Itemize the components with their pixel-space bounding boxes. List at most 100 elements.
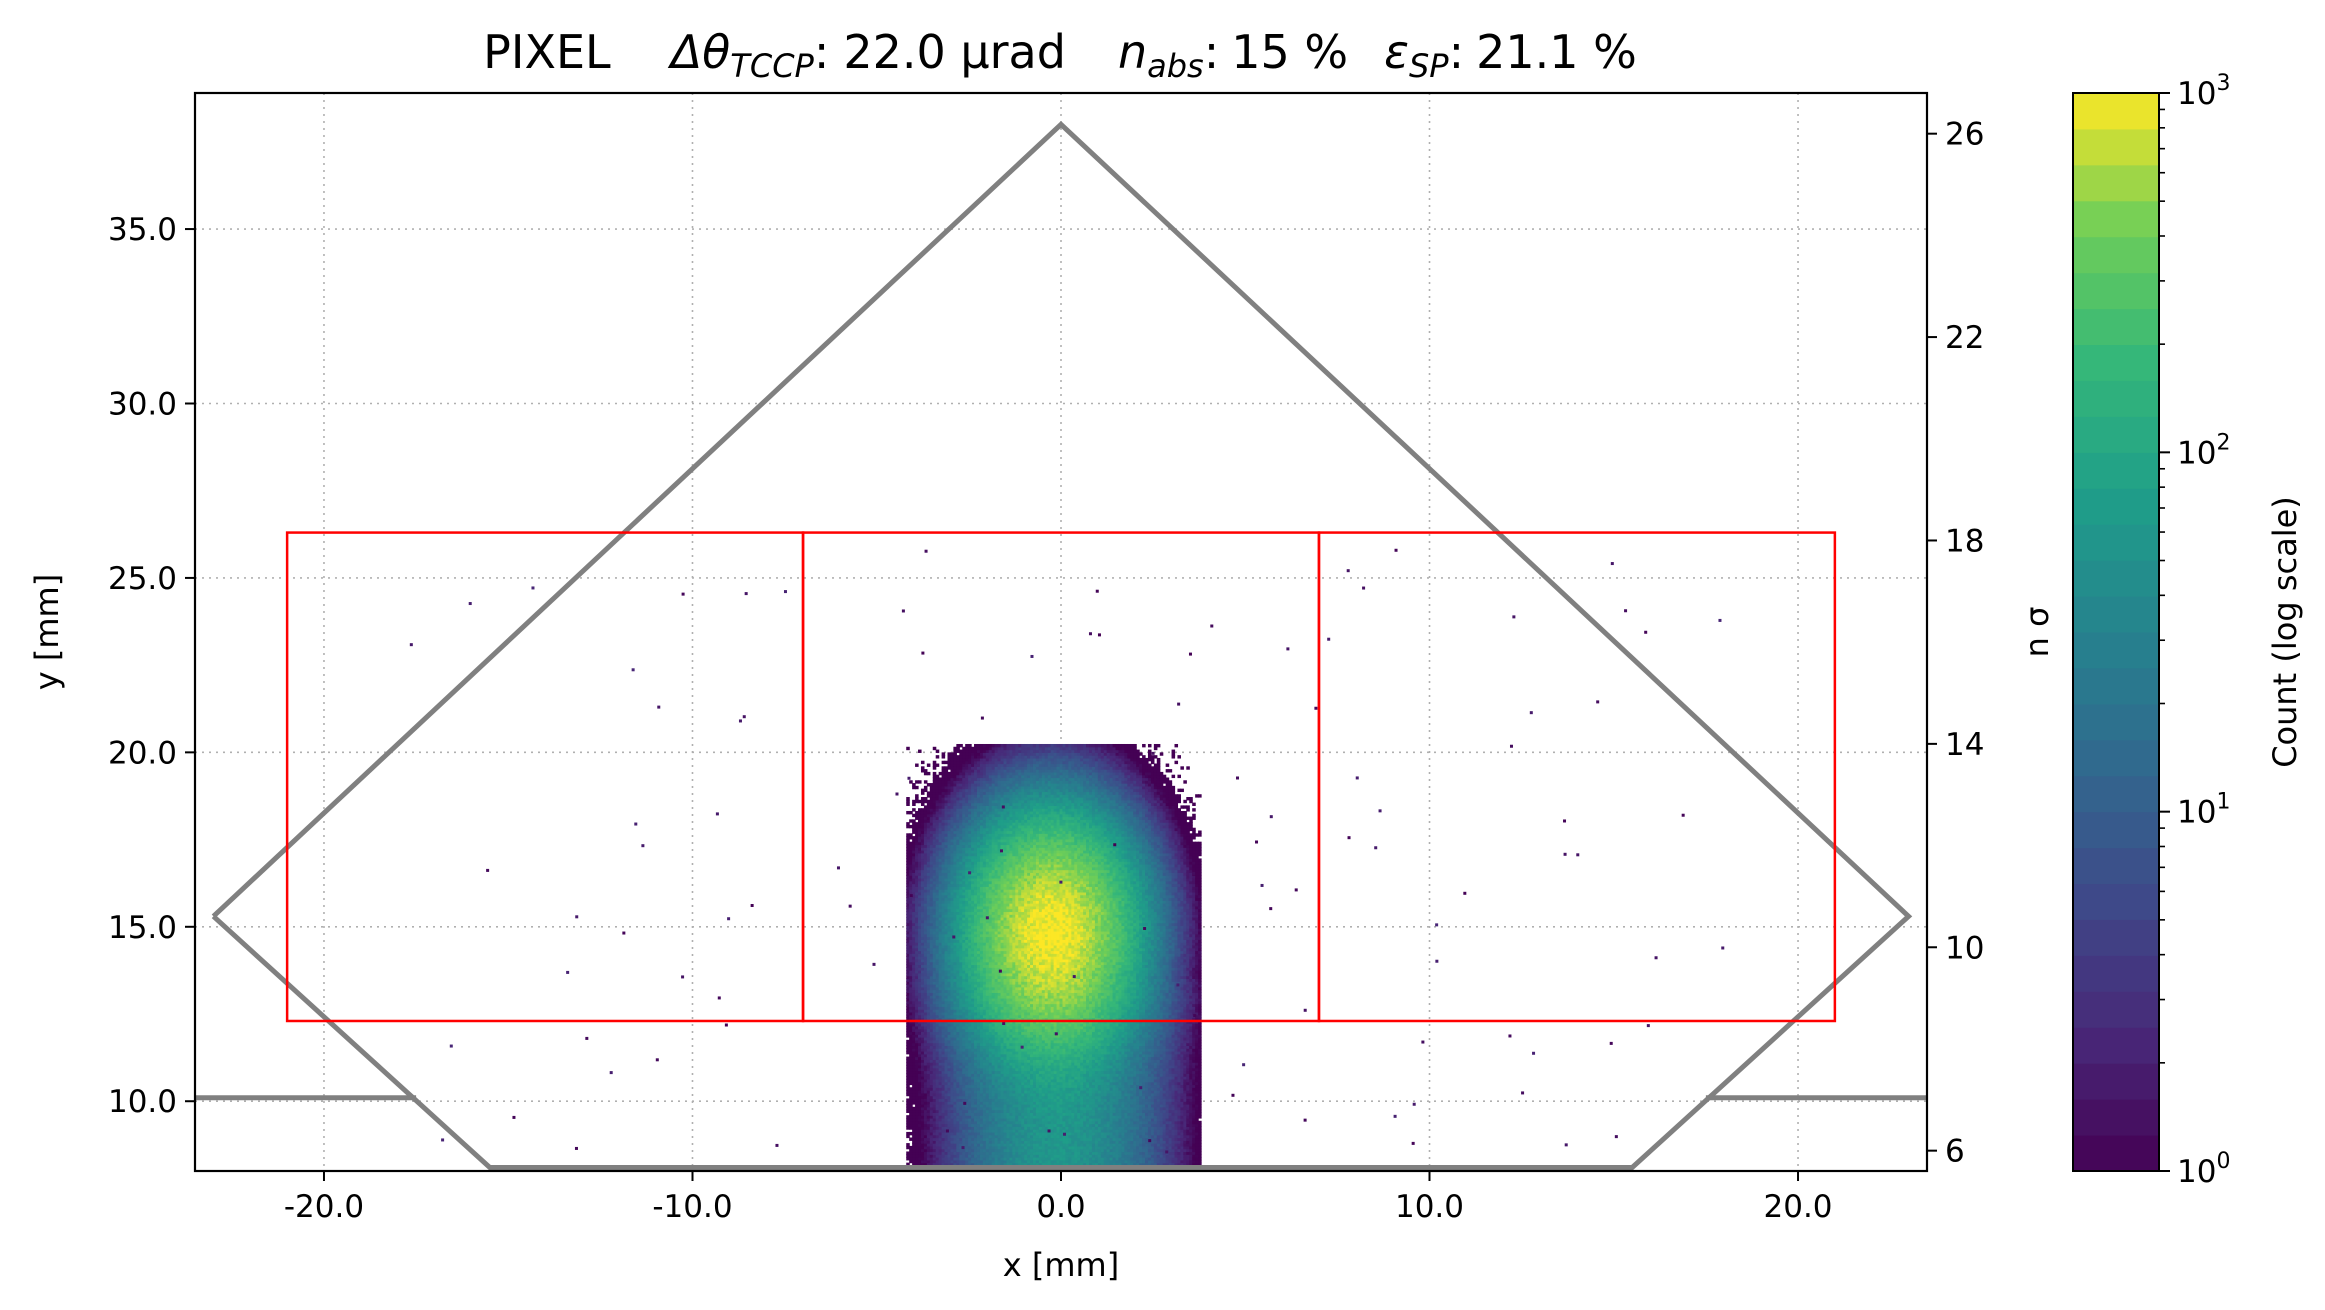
heatmap-cell [912,936,916,940]
heatmap-cell [923,858,928,862]
heatmap-cell [982,1145,987,1150]
heatmap-cell [956,743,960,748]
heatmap-cell [974,883,978,887]
heatmap-cell [985,1162,990,1167]
heatmap-cell [988,981,993,985]
heatmap-cell [982,1092,987,1097]
heatmap-cell [997,866,1002,871]
heatmap-cell [976,900,981,904]
heatmap-cell [979,833,984,837]
heatmap-cell [944,889,949,893]
heatmap-cell [971,995,975,999]
heatmap-cell [1000,836,1005,840]
heatmap-cell [979,905,984,910]
heatmap-cell [909,919,913,924]
heatmap-cell [982,774,987,779]
heatmap-cell [997,1140,1002,1144]
heatmap-cell [979,808,984,812]
heatmap-cell [938,914,943,918]
heatmap-cell [918,1078,922,1083]
heatmap-cell [923,833,928,837]
heatmap-cell [956,922,960,926]
heatmap-cell [950,1092,954,1097]
heatmap-cell [974,1045,978,1049]
heatmap-cell [974,944,978,949]
heatmap-cell [1003,986,1008,991]
heatmap-cell [976,1109,981,1113]
heatmap-cell [994,797,999,801]
heatmap-cell [935,903,940,907]
heatmap-cell [941,922,946,926]
heatmap-cell [929,1090,934,1094]
heatmap-cell [909,917,913,921]
heatmap-cell [974,1115,978,1119]
heatmap-cell [962,1112,966,1116]
heatmap-cell [938,886,943,890]
heatmap-cell [912,911,916,915]
heatmap-cell [950,1028,954,1033]
heatmap-cell [968,1064,972,1069]
heatmap-cell [912,1031,916,1035]
heatmap-cell [994,1017,999,1021]
heatmap-cell [959,1067,963,1072]
heatmap-cell [944,1120,949,1125]
heatmap-cell [938,861,943,865]
heatmap-cell [953,1090,957,1094]
heatmap-cell [985,805,990,809]
heatmap-cell [965,838,969,843]
heatmap-cell [988,1123,993,1127]
heatmap-cell [956,914,960,918]
heatmap-cell [965,799,969,804]
heatmap-cell [926,1120,931,1125]
heatmap-cell [950,967,954,971]
heatmap-cell [953,1123,957,1127]
heatmap-cell [974,992,978,996]
heatmap-cell [938,836,943,840]
heatmap-cell [912,799,916,804]
heatmap-cell [915,1148,919,1153]
heatmap-cell [938,838,943,843]
heatmap-cell [968,967,972,971]
heatmap-cell [997,900,1002,904]
heatmap-cell [935,1067,940,1072]
heatmap-cell [979,1134,984,1139]
heatmap-cell [929,788,934,793]
heatmap-cell [965,830,969,834]
heatmap-cell [941,903,946,907]
heatmap-cell [918,1120,922,1125]
heatmap-cell [929,1042,934,1047]
heatmap-cell [971,757,975,762]
heatmap-cell [923,808,928,812]
heatmap-cell [976,1050,981,1055]
heatmap-cell [994,1131,999,1136]
heatmap-cell [965,944,969,949]
heatmap-cell [906,855,910,860]
heatmap-cell [991,836,996,840]
heatmap-cell [950,1159,954,1164]
heatmap-cell [929,917,934,921]
heatmap-cell [956,836,960,840]
heatmap-cell [932,1073,937,1077]
heatmap-cell [994,1159,999,1164]
heatmap-cell [929,1062,934,1066]
heatmap-cell [915,794,919,798]
heatmap-cell [909,872,913,876]
heatmap-cell [915,1056,919,1060]
heatmap-cell [935,827,940,832]
heatmap-cell [932,958,937,963]
heatmap-cell [938,986,943,991]
heatmap-cell [941,883,946,887]
heatmap-cell [929,997,934,1002]
heatmap-cell [938,1039,943,1044]
heatmap-cell [941,995,946,999]
heatmap-cell [968,1134,972,1139]
heatmap-cell [909,1115,913,1119]
heatmap-cell [956,908,960,913]
heatmap-cell [988,819,993,823]
heatmap-cell [965,808,969,812]
heatmap-cell [994,936,999,940]
heatmap-cell [959,743,963,748]
heatmap-cell [929,1009,934,1013]
heatmap-cell [994,830,999,834]
